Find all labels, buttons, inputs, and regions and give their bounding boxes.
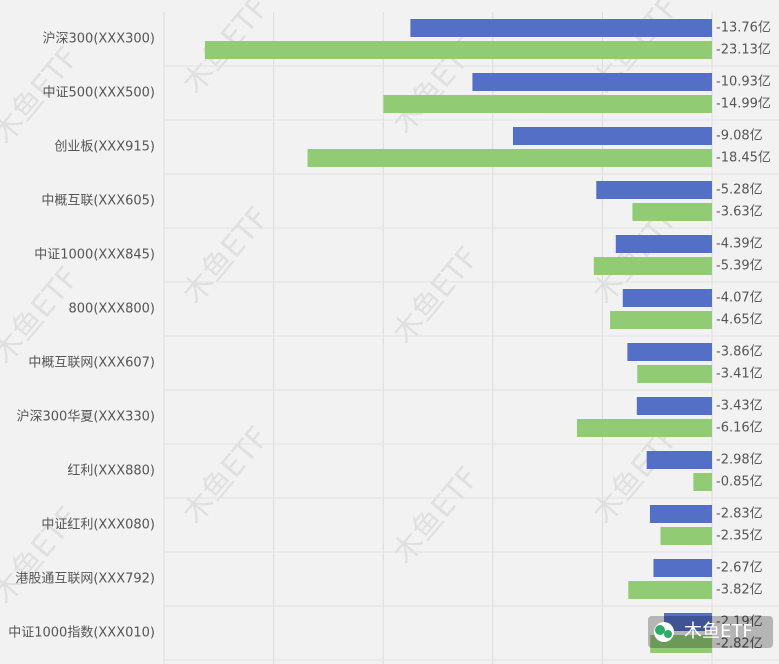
bar [646, 451, 712, 469]
value-label: -2.82亿 [716, 637, 763, 652]
bar [596, 181, 712, 199]
bar [204, 41, 712, 59]
value-label: -13.76亿 [716, 21, 771, 36]
logo-icon [664, 630, 672, 638]
bar [307, 149, 712, 167]
value-label: -3.82亿 [716, 583, 763, 598]
bar [693, 473, 712, 491]
bar [615, 235, 712, 253]
value-label: -0.85亿 [716, 475, 763, 490]
bar [637, 365, 712, 383]
value-label: -2.83亿 [716, 507, 763, 522]
bar [636, 397, 712, 415]
bar [383, 95, 712, 113]
bar [410, 19, 712, 37]
y-tick-label: 红利(XXX880) [67, 463, 155, 479]
value-label: -2.98亿 [716, 453, 763, 468]
bar [660, 527, 712, 545]
value-label: -3.63亿 [716, 205, 763, 220]
value-label: -18.45亿 [716, 151, 771, 166]
y-tick-label: 中证1000指数(XXX010) [8, 626, 155, 641]
y-tick-label: 中概互联网(XXX607) [28, 356, 155, 371]
bar [632, 203, 712, 221]
y-tick-label: 沪深300华夏(XXX330) [17, 409, 156, 425]
bar [512, 127, 712, 145]
bar [663, 613, 712, 631]
logo-bg [648, 616, 773, 648]
value-label: -4.65亿 [716, 313, 763, 328]
bar [472, 73, 712, 91]
y-tick-label: 中证1000(XXX845) [34, 248, 155, 263]
y-tick-label: 中概互联(XXX605) [41, 194, 155, 209]
value-label: -5.39亿 [716, 259, 763, 274]
y-tick-label: 800(XXX800) [69, 302, 156, 317]
plot: 沪深300(XXX300) 中证500(XXX500) 创业板(XXX915) 中概互… [8, 12, 779, 664]
bar [576, 419, 712, 437]
value-label: -4.07亿 [716, 291, 763, 306]
y-tick-label: 港股通互联网(XXX792) [15, 572, 155, 587]
y-tick-label: 创业板(XXX915) [54, 140, 155, 155]
bar [627, 343, 712, 361]
value-label: -4.39亿 [716, 237, 763, 252]
value-label: -2.35亿 [716, 529, 763, 544]
bar [653, 559, 712, 577]
value-label: -5.28亿 [716, 183, 763, 198]
bar [622, 289, 712, 307]
value-label: -2.19亿 [716, 615, 763, 630]
value-label: -6.16亿 [716, 421, 763, 436]
logo-text: 木鱼ETF [684, 621, 753, 642]
bar [610, 311, 712, 329]
value-label: -10.93亿 [716, 75, 771, 90]
value-label: -3.43亿 [716, 399, 763, 414]
y-tick-label: 沪深300(XXX300) [43, 31, 156, 47]
value-label: -9.08亿 [716, 129, 763, 144]
y-tick-label: 中证红利(XXX080) [41, 517, 155, 533]
value-label: -3.86亿 [716, 345, 763, 360]
bar [628, 581, 712, 599]
value-label: -3.41亿 [716, 367, 763, 382]
value-label: -14.99亿 [716, 97, 771, 112]
logo-icon [655, 625, 665, 635]
y-tick-label: 中证500(XXX500) [43, 86, 156, 101]
bar [593, 257, 712, 275]
bar [649, 505, 712, 523]
value-label: -23.13亿 [716, 43, 771, 58]
value-label: -2.67亿 [716, 561, 763, 576]
logo: 木鱼ETF [648, 616, 773, 648]
